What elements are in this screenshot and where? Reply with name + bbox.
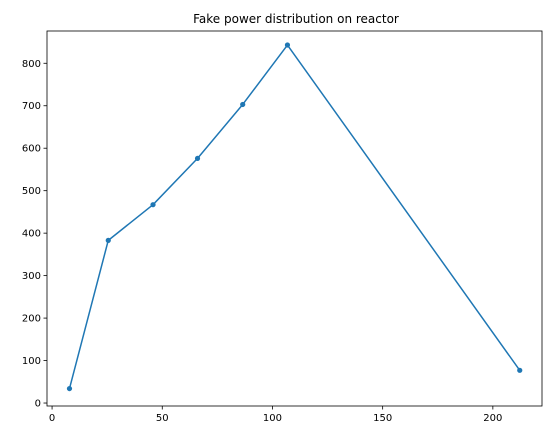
x-tick-label: 0 [49, 413, 55, 424]
data-point [240, 101, 246, 108]
y-tick-label: 600 [22, 144, 41, 155]
series-layer [66, 42, 523, 392]
y-tick-label: 100 [22, 356, 41, 367]
data-point [517, 367, 523, 373]
plot-area [46, 30, 543, 407]
data-point [284, 42, 291, 48]
y-tick-label: 500 [22, 186, 41, 197]
y-tick-label: 400 [22, 229, 41, 240]
x-tick-label: 50 [156, 413, 169, 424]
x-tick-label: 150 [373, 413, 392, 424]
x-tick-label: 200 [483, 413, 502, 424]
y-tick-label: 300 [22, 271, 41, 282]
x-axis: 0 50 100 150 200 [49, 406, 502, 424]
data-point [150, 202, 156, 208]
y-tick-label: 200 [22, 314, 41, 325]
plot-frame [46, 30, 543, 407]
y-tick-label: 800 [22, 59, 41, 70]
data-point [194, 155, 201, 162]
x-tick-label: 100 [263, 413, 282, 424]
data-point [66, 385, 73, 392]
chart-title: Fake power distribution on reactor [193, 12, 399, 26]
data-point [105, 237, 111, 243]
series-line [68, 44, 521, 389]
y-tick-label: 0 [35, 399, 41, 410]
y-axis: 0 100 200 300 400 500 600 700 800 [22, 59, 47, 410]
y-tick-label: 700 [22, 101, 41, 112]
